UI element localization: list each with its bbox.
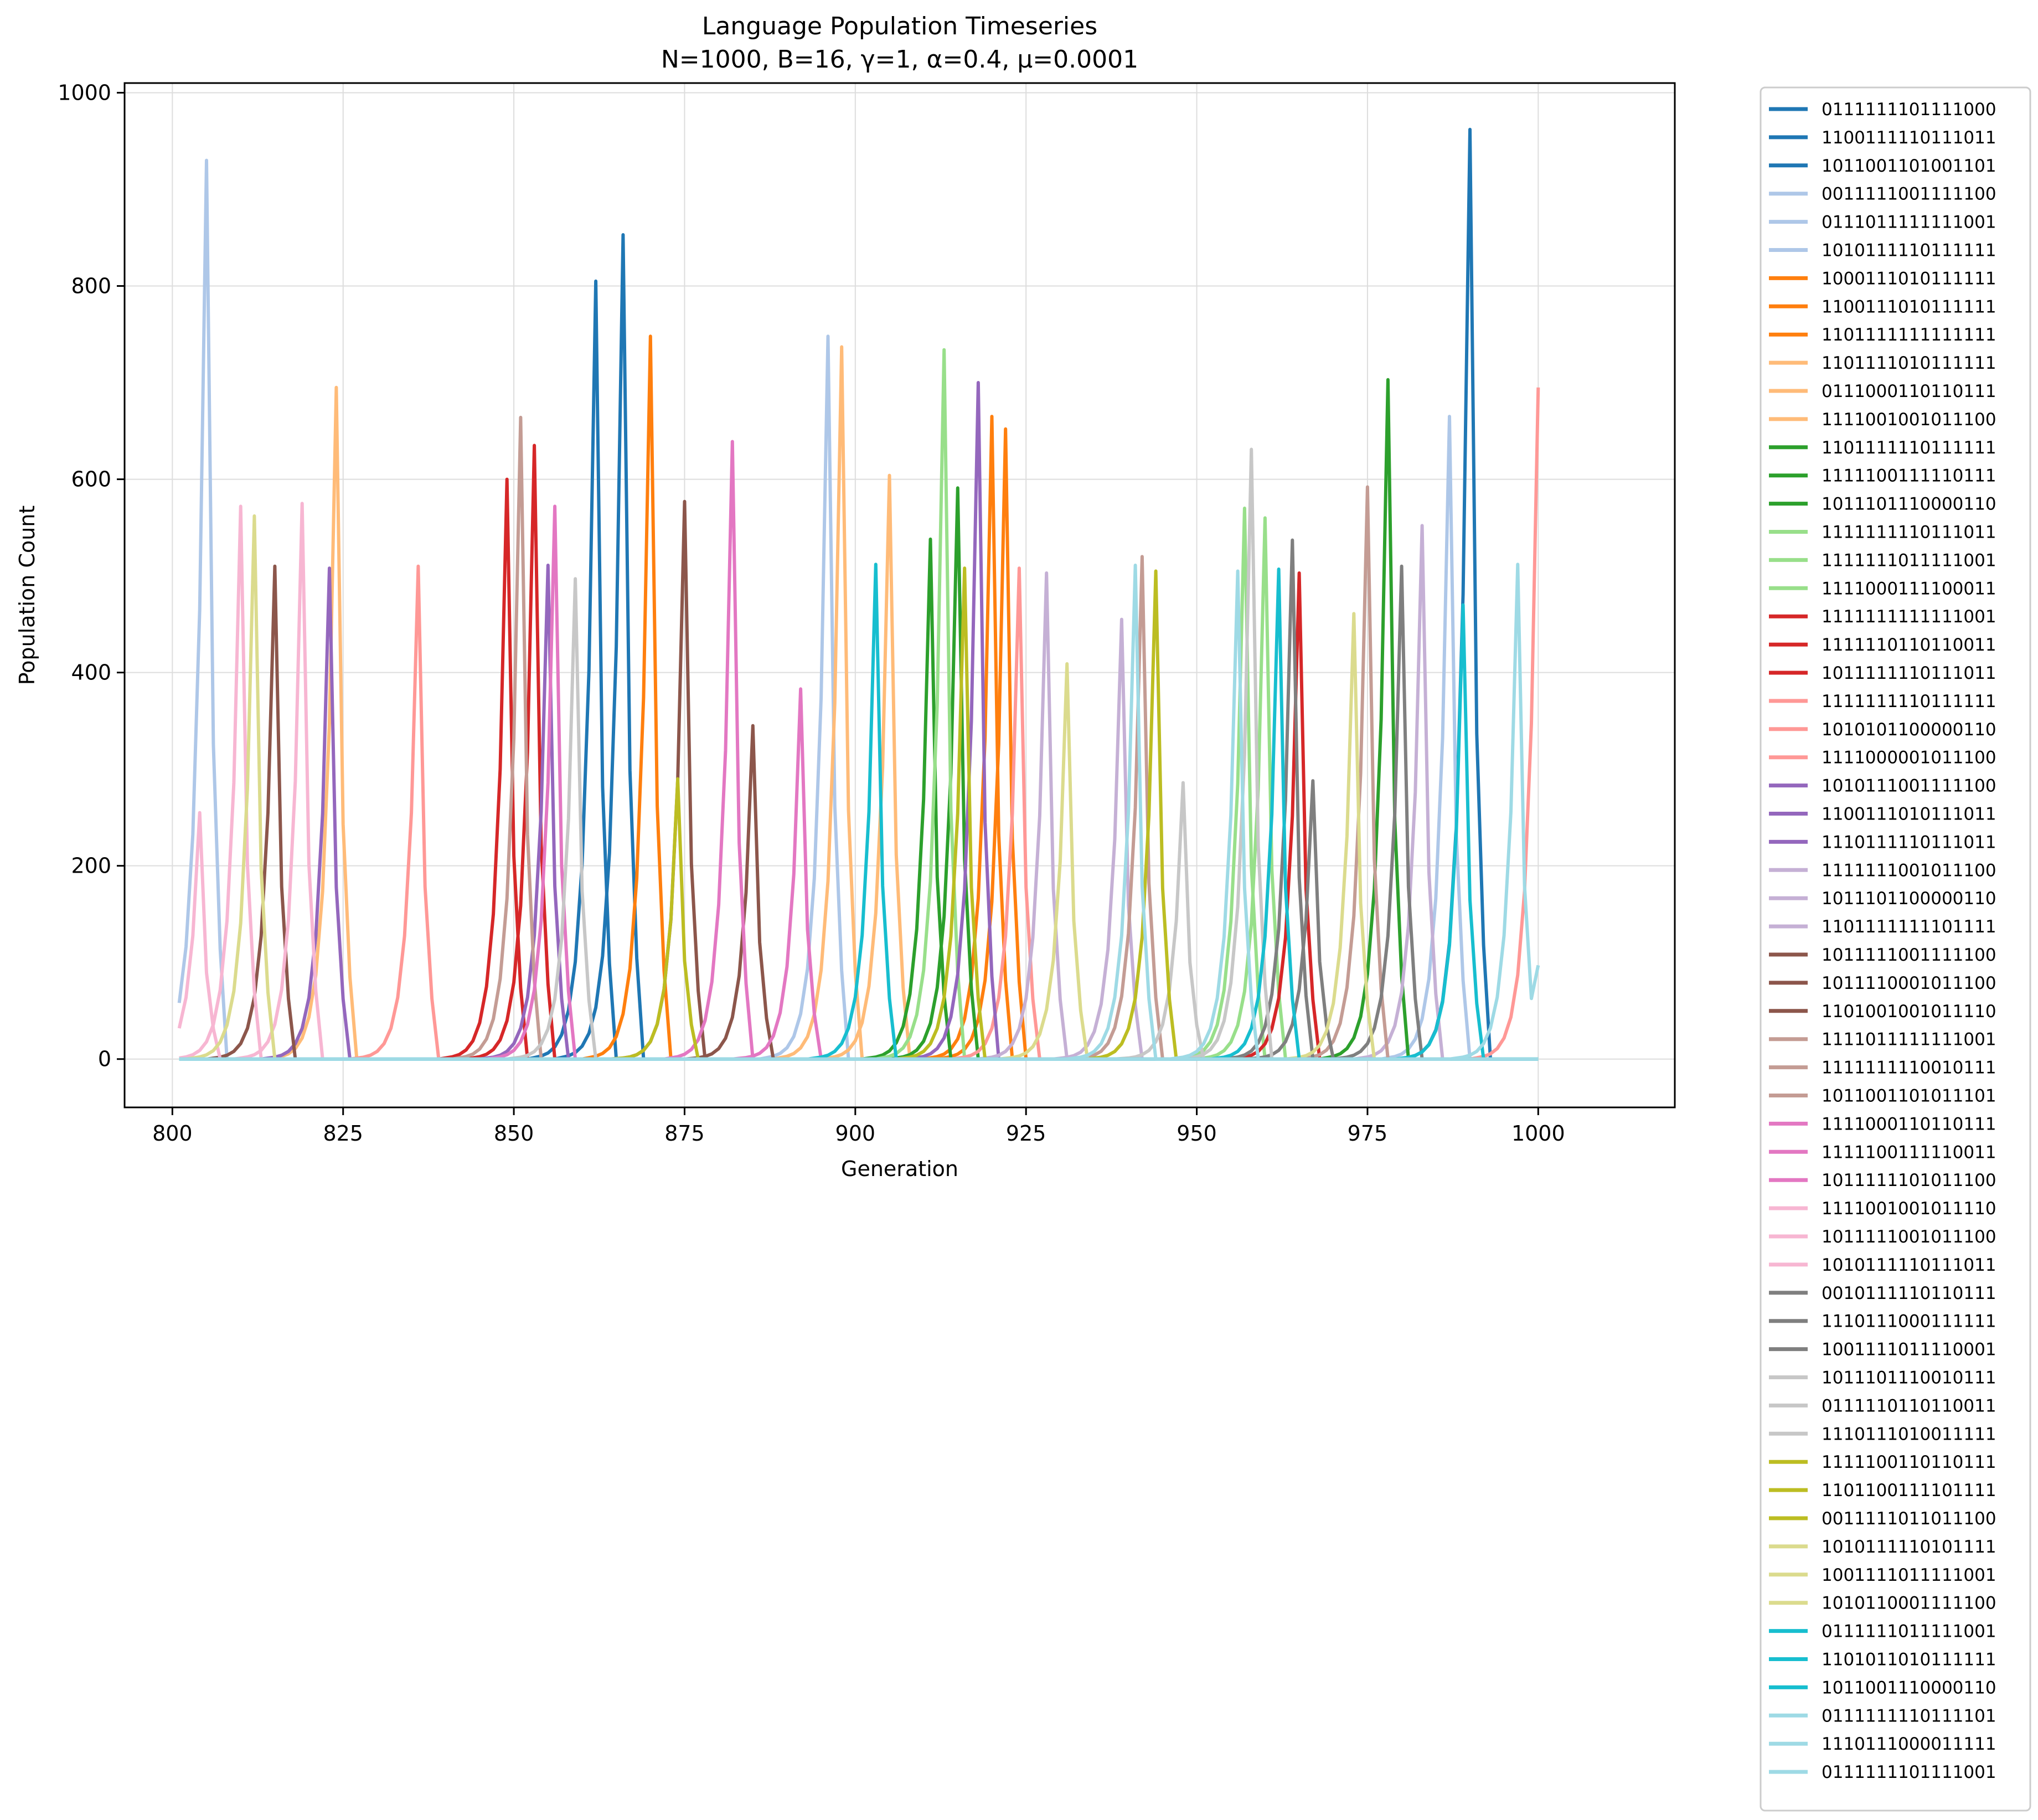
series-line-0111111101111001: [179, 563, 1540, 1061]
legend-label: 0011111011011100: [1822, 1509, 1996, 1529]
y-tick-label: 1000: [58, 80, 111, 105]
legend-label: 0111111101111000: [1822, 100, 1996, 120]
chart-subtitle: N=1000, B=16, γ=1, α=0.4, μ=0.0001: [661, 45, 1138, 74]
legend-label: 0111011111111001: [1822, 213, 1996, 233]
x-tick-label: 850: [494, 1121, 534, 1146]
x-tick-label: 875: [664, 1121, 705, 1146]
legend-label: 1101001001011110: [1822, 1002, 1996, 1022]
legend-label: 1111100111110011: [1822, 1142, 1996, 1162]
y-axis-label: Population Count: [15, 506, 39, 685]
legend-label: 1111000111100011: [1822, 579, 1996, 599]
x-tick-label: 925: [1006, 1121, 1046, 1146]
legend-label: 1011111101011100: [1822, 1171, 1996, 1190]
legend-label: 1111111011111001: [1822, 550, 1996, 570]
legend-label: 1111100111110111: [1822, 466, 1996, 486]
legend-label: 1001111011111001: [1822, 1565, 1996, 1585]
legend-label: 1110111000011111: [1822, 1734, 1996, 1754]
legend-label: 0011111001111100: [1822, 184, 1996, 204]
legend-label: 1010111001111100: [1822, 776, 1996, 796]
legend-label: 1000111010111111: [1822, 269, 1996, 288]
chart-title: Language Population Timeseries: [702, 12, 1097, 40]
legend-label: 1110111010011111: [1822, 1424, 1996, 1444]
legend-label: 1101100111101111: [1822, 1481, 1996, 1501]
legend-label: 1101111111111111: [1822, 325, 1996, 345]
legend-label: 1110111000111111: [1822, 1312, 1996, 1332]
legend-label: 1100111110111011: [1822, 128, 1996, 148]
x-tick-label: 975: [1348, 1121, 1388, 1146]
legend-label: 0111111110111101: [1822, 1706, 1996, 1726]
y-axis: 0 200 400 600 800 1000: [58, 80, 125, 1071]
y-tick-label: 800: [71, 274, 111, 298]
legend-label: 1111000110110111: [1822, 1114, 1996, 1134]
legend-label: 1011001110000110: [1822, 1678, 1996, 1698]
legend-label: 1011101100000110: [1822, 889, 1996, 909]
legend: 0111111101111000 1100111110111011 10110011…: [1760, 86, 2031, 1812]
legend-label: 1001111011110001: [1822, 1340, 1996, 1360]
legend-label: 1101011010111111: [1822, 1650, 1996, 1670]
x-tick-label: 950: [1177, 1121, 1217, 1146]
legend-label: 1111000001011100: [1822, 748, 1996, 768]
x-tick-label: 900: [835, 1121, 876, 1146]
x-tick-label: 1000: [1511, 1121, 1565, 1146]
legend-label: 1011111001111100: [1822, 945, 1996, 965]
grid: [125, 83, 1675, 1107]
plot-frame: [123, 82, 1676, 1109]
legend-label: 0111111101111001: [1822, 1762, 1996, 1782]
x-axis: 800 825 850 875 900 925 950 975 1000: [152, 1107, 1565, 1146]
plot-lines: [177, 127, 1540, 1061]
legend-label: 1111001001011100: [1822, 410, 1996, 430]
legend-label: 0111110110110011: [1822, 1396, 1996, 1416]
legend-label: 1010101100000110: [1822, 720, 1996, 740]
legend-label: 1111111001011100: [1822, 860, 1996, 880]
legend-label: 1011110001011100: [1822, 973, 1996, 993]
legend-label: 1111111110010111: [1822, 1058, 1996, 1078]
x-tick-label: 825: [323, 1121, 363, 1146]
legend-label: 1011111001011100: [1822, 1227, 1996, 1247]
legend-label: 1010110001111100: [1822, 1594, 1996, 1613]
legend-label: 1111110110110011: [1822, 635, 1996, 655]
legend-label: 1011101110000110: [1822, 494, 1996, 514]
legend-label: 1100111010111111: [1822, 297, 1996, 317]
legend-label: 1011001101001101: [1822, 156, 1996, 176]
y-tick-label: 400: [71, 661, 111, 685]
legend-label: 1111100110110111: [1822, 1452, 1996, 1472]
legend-label: 1111111110111011: [1822, 523, 1996, 543]
legend-label: 1111001001011110: [1822, 1199, 1996, 1219]
legend-label: 1011111110111011: [1822, 663, 1996, 683]
legend-label: 1111111110111111: [1822, 692, 1996, 711]
legend-label: 1100111010111011: [1822, 805, 1996, 824]
legend-label: 1011101110010111: [1822, 1368, 1996, 1388]
legend-label: 1010111110111111: [1822, 241, 1996, 261]
legend-label: 1101111010111111: [1822, 353, 1996, 373]
legend-label: 0111000110110111: [1822, 381, 1996, 401]
legend-label: 1101111111101111: [1822, 917, 1996, 937]
legend-label: 1110111110111011: [1822, 832, 1996, 852]
y-tick-label: 200: [71, 854, 111, 878]
y-tick-label: 0: [98, 1047, 111, 1071]
legend-label: 1010111110111011: [1822, 1255, 1996, 1275]
legend-label: 1101111110111111: [1822, 438, 1996, 458]
legend-label: 0010111110110111: [1822, 1283, 1996, 1303]
legend-label: 0111111011111001: [1822, 1622, 1996, 1642]
legend-frame: [1760, 86, 2031, 1812]
x-axis-label: Generation: [841, 1157, 958, 1181]
legend-label: 1111011111111001: [1822, 1030, 1996, 1050]
y-tick-label: 600: [71, 467, 111, 492]
x-tick-label: 800: [152, 1121, 193, 1146]
legend-label: 1011001101011101: [1822, 1086, 1996, 1106]
legend-label: 1010111110101111: [1822, 1537, 1996, 1557]
legend-label: 1111111111111001: [1822, 607, 1996, 627]
